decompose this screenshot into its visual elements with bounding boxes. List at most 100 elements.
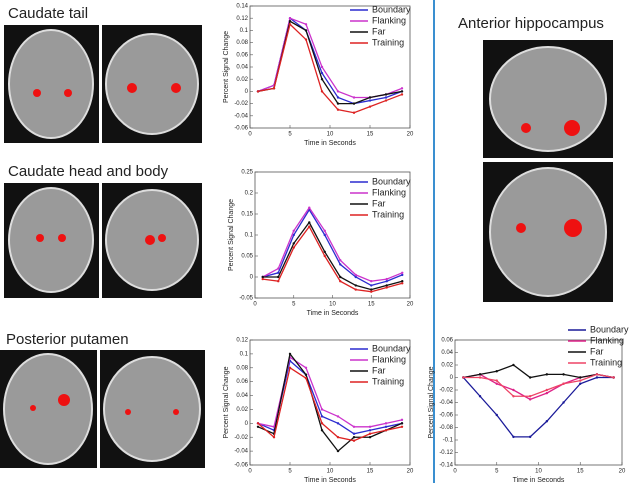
legend-label: Boundary bbox=[590, 324, 629, 334]
data-point bbox=[354, 275, 357, 279]
y-tick-label: -0.06 bbox=[234, 126, 248, 132]
data-point bbox=[562, 401, 565, 404]
data-point bbox=[261, 277, 264, 281]
data-point bbox=[288, 23, 292, 26]
data-point bbox=[256, 422, 260, 425]
x-axis-label: Time in Seconds bbox=[307, 310, 359, 317]
data-point bbox=[320, 65, 324, 69]
series-line bbox=[462, 376, 614, 438]
data-point bbox=[528, 398, 532, 401]
x-tick-label: 0 bbox=[248, 132, 252, 138]
y-tick-label: -0.02 bbox=[439, 388, 453, 394]
legend-label: Training bbox=[372, 376, 404, 386]
y-tick-label: 0.02 bbox=[236, 77, 248, 83]
data-point bbox=[400, 93, 404, 96]
data-point bbox=[288, 17, 292, 20]
data-point bbox=[368, 99, 372, 102]
data-point bbox=[528, 395, 532, 398]
data-point bbox=[545, 388, 549, 392]
y-tick-label: -0.08 bbox=[439, 425, 453, 431]
y-tick-label: 0 bbox=[250, 275, 254, 281]
data-point bbox=[545, 391, 549, 395]
data-point bbox=[277, 275, 280, 279]
data-point bbox=[562, 373, 565, 376]
y-tick-label: -0.02 bbox=[234, 435, 248, 441]
legend-label: Far bbox=[372, 26, 386, 36]
series-line bbox=[262, 206, 403, 282]
data-point bbox=[292, 242, 295, 245]
series-line bbox=[257, 352, 403, 453]
data-point bbox=[320, 78, 324, 81]
x-tick-label: 10 bbox=[327, 469, 334, 475]
data-point bbox=[336, 90, 340, 93]
legend-label: Flanking bbox=[590, 335, 624, 345]
y-tick-label: 0.08 bbox=[236, 365, 248, 371]
data-point bbox=[288, 352, 292, 356]
legend-label: Far bbox=[372, 365, 386, 375]
data-point bbox=[401, 273, 404, 277]
x-tick-label: 0 bbox=[248, 469, 252, 475]
y-axis-label: Percent Signal Change bbox=[428, 366, 435, 438]
series-line bbox=[463, 373, 614, 397]
legend-label: Training bbox=[372, 209, 404, 219]
x-tick-label: 10 bbox=[329, 302, 336, 308]
y-tick-label: 0.12 bbox=[236, 338, 248, 344]
data-point bbox=[400, 422, 404, 425]
data-point bbox=[277, 271, 280, 274]
y-tick-label: 0.06 bbox=[236, 379, 248, 385]
data-point bbox=[308, 206, 311, 209]
data-point bbox=[495, 382, 498, 385]
data-point bbox=[495, 413, 498, 417]
data-point bbox=[385, 284, 388, 287]
y-axis-label: Percent Signal Change bbox=[228, 199, 235, 271]
legend-label: Training bbox=[372, 37, 404, 47]
series-line bbox=[262, 208, 403, 287]
data-point bbox=[320, 408, 324, 411]
y-tick-label: 0.1 bbox=[240, 28, 249, 34]
x-tick-label: 10 bbox=[327, 132, 334, 138]
data-point bbox=[370, 288, 373, 291]
data-point bbox=[308, 221, 311, 224]
y-tick-label: 0.04 bbox=[441, 350, 453, 356]
series-line bbox=[463, 364, 614, 379]
x-tick-label: 20 bbox=[407, 132, 414, 138]
y-tick-label: 0.02 bbox=[441, 363, 453, 369]
legend-label: Flanking bbox=[372, 354, 406, 364]
data-point bbox=[385, 280, 388, 283]
data-point bbox=[400, 87, 404, 90]
data-point bbox=[400, 418, 404, 422]
y-tick-label: 0.08 bbox=[236, 40, 248, 46]
data-point bbox=[368, 425, 372, 429]
data-point bbox=[595, 376, 599, 379]
data-point bbox=[352, 439, 356, 442]
data-point bbox=[385, 277, 388, 281]
data-point bbox=[272, 425, 276, 429]
x-tick-label: 0 bbox=[253, 302, 257, 308]
data-point bbox=[384, 99, 388, 102]
y-tick-label: 0 bbox=[450, 375, 454, 381]
data-point bbox=[320, 90, 324, 93]
data-point bbox=[352, 102, 356, 105]
data-point bbox=[336, 422, 340, 425]
series-line bbox=[257, 366, 403, 442]
y-tick-label: 0.15 bbox=[241, 212, 253, 218]
data-point bbox=[304, 366, 308, 369]
legend-label: Flanking bbox=[372, 15, 406, 25]
y-tick-label: 0.02 bbox=[236, 407, 248, 413]
data-point bbox=[354, 288, 357, 291]
data-point bbox=[384, 96, 388, 99]
legend-label: Far bbox=[590, 346, 604, 356]
x-tick-label: 15 bbox=[368, 302, 375, 308]
data-point bbox=[336, 102, 340, 105]
x-tick-label: 20 bbox=[407, 302, 414, 308]
data-point bbox=[304, 376, 308, 380]
y-tick-label: 0.2 bbox=[245, 191, 254, 197]
data-point bbox=[579, 379, 582, 382]
x-tick-label: 20 bbox=[619, 469, 626, 475]
data-point bbox=[512, 395, 515, 398]
x-tick-label: 0 bbox=[453, 469, 457, 475]
x-axis-label: Time in Seconds bbox=[304, 140, 356, 147]
y-tick-label: 0.12 bbox=[236, 16, 248, 22]
data-point bbox=[512, 435, 515, 439]
data-point bbox=[320, 71, 324, 75]
